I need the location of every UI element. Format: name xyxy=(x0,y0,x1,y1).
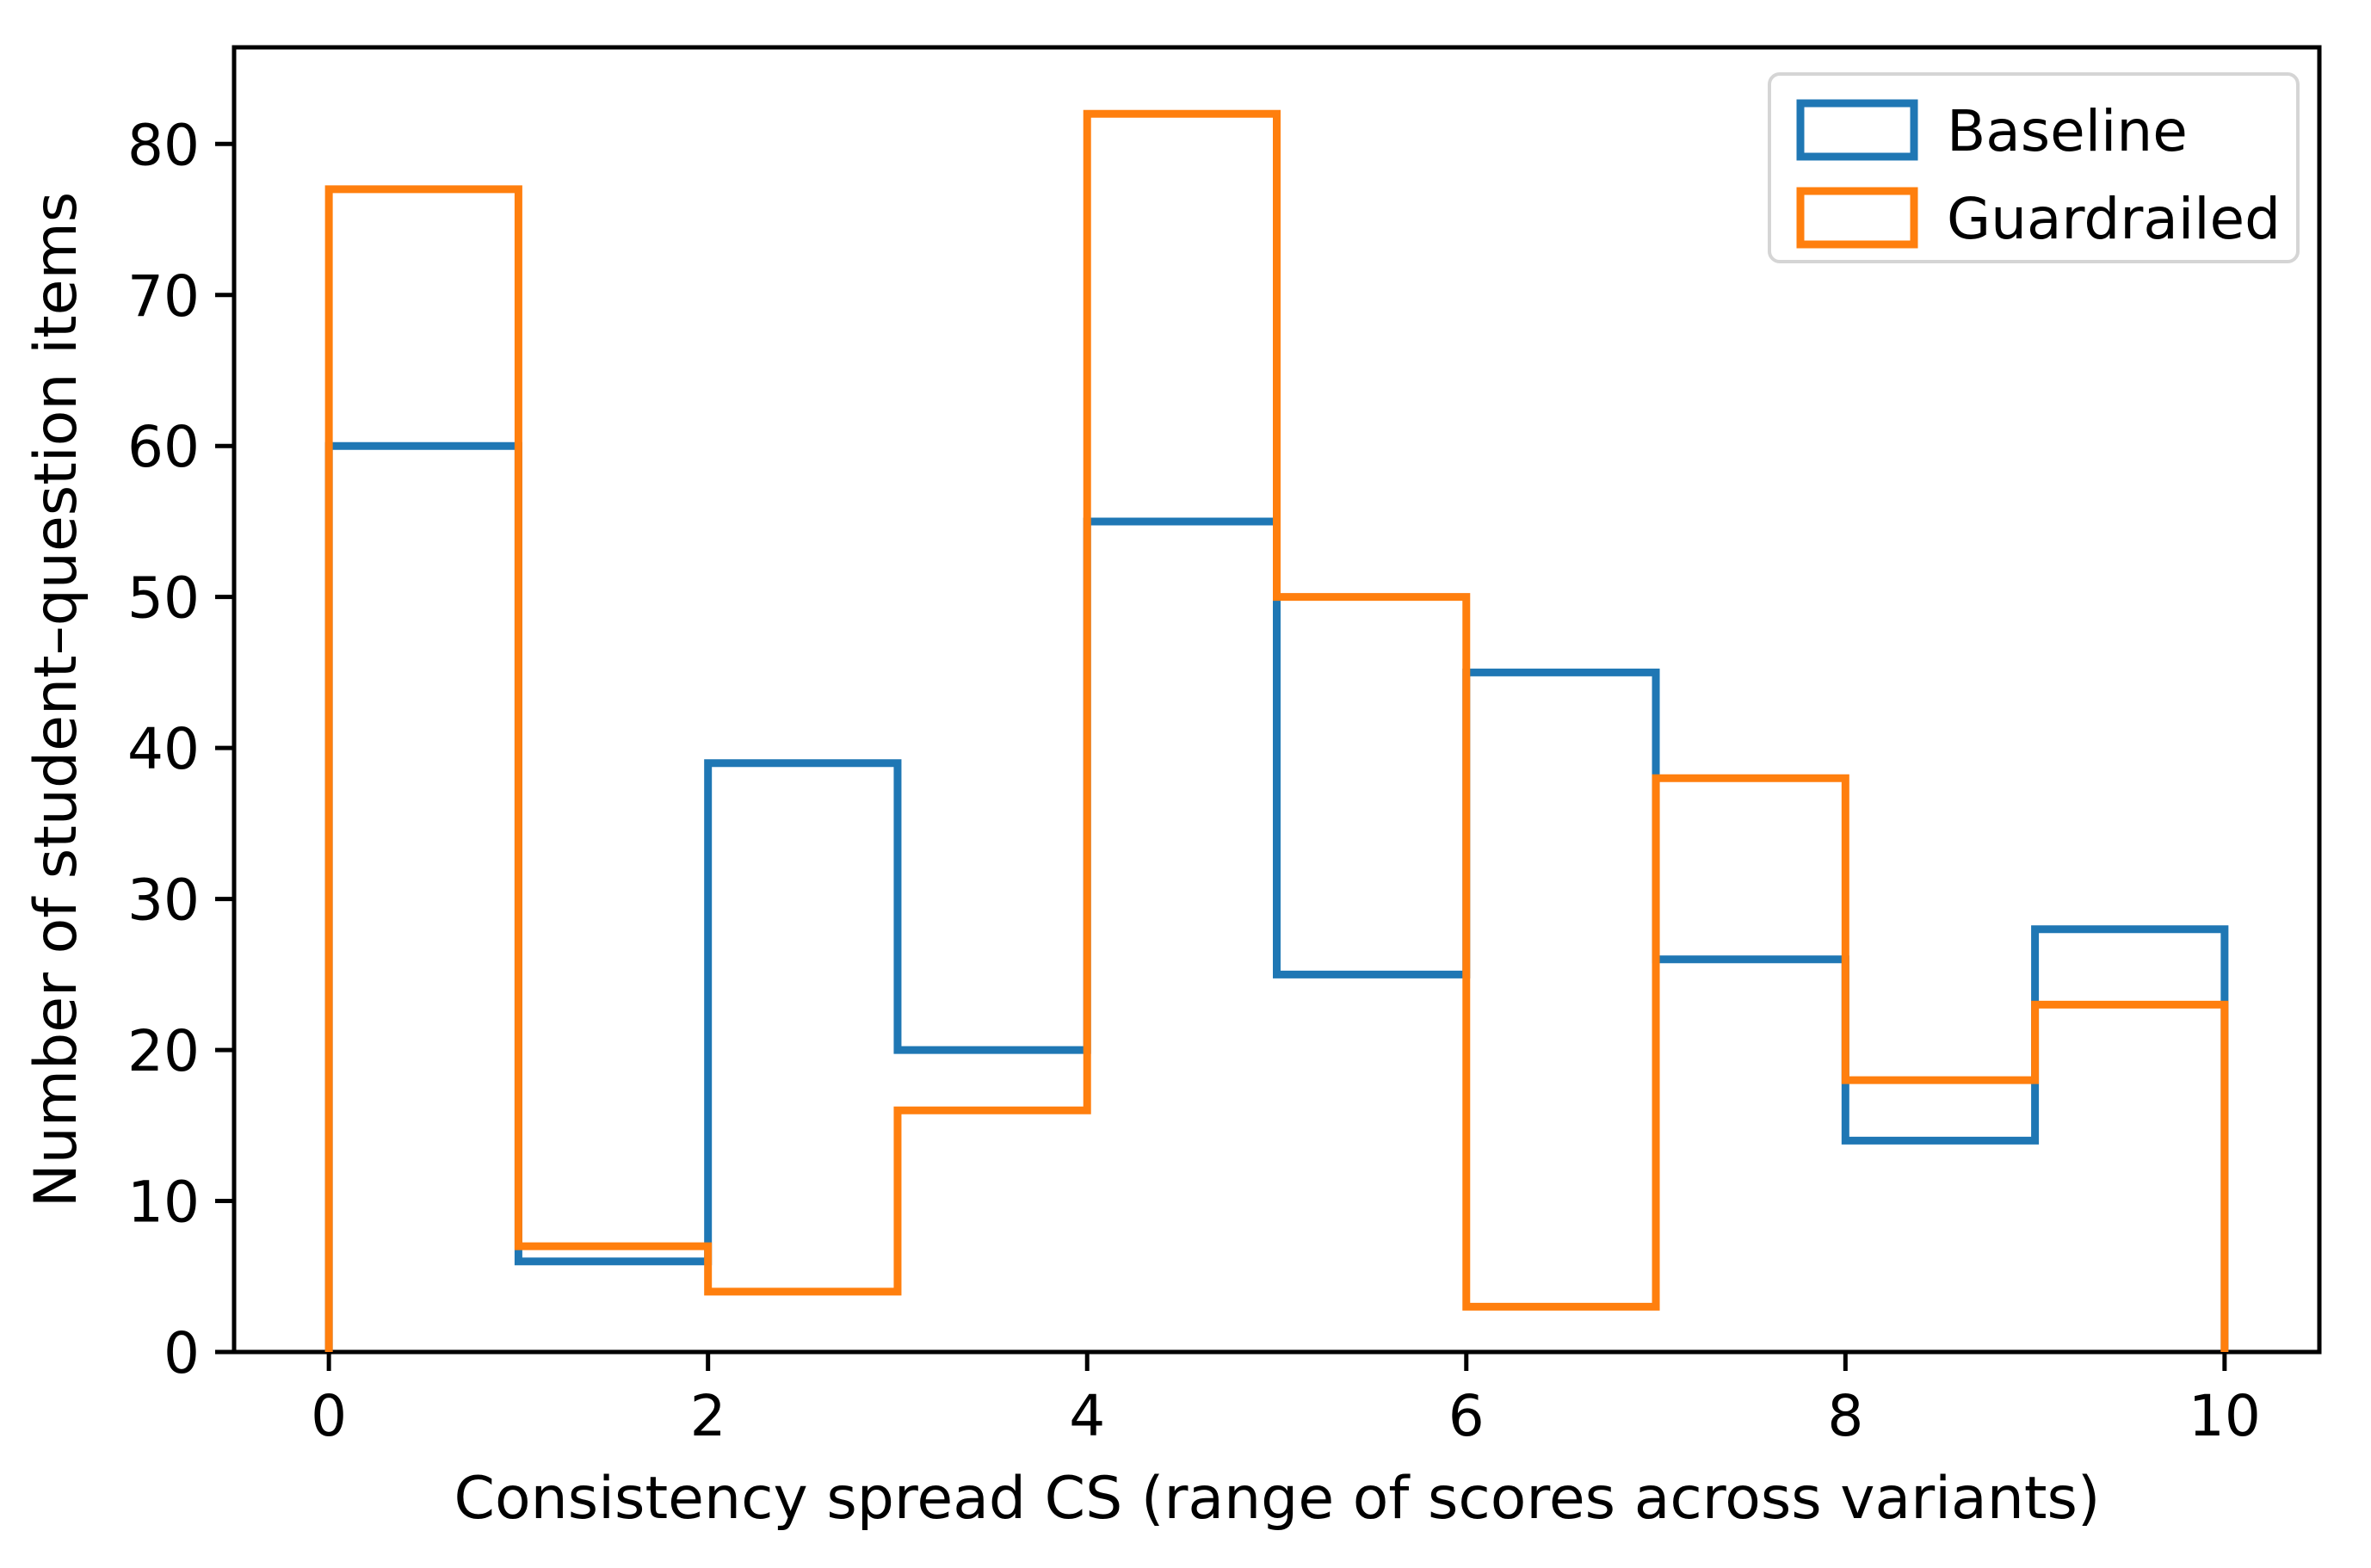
x-tick-label: 8 xyxy=(1827,1383,1863,1449)
guardrailed-series-line xyxy=(324,109,2229,1352)
legend-box xyxy=(1768,72,2300,263)
baseline-legend-swatch xyxy=(1796,99,1918,161)
y-tick-label: 50 xyxy=(127,565,200,632)
y-tick-label: 70 xyxy=(127,263,200,330)
guardrailed-legend-swatch xyxy=(1796,187,1918,249)
y-tick-label: 30 xyxy=(127,867,200,934)
legend-item-baseline: Baseline xyxy=(1796,98,2188,164)
y-tick-label: 10 xyxy=(127,1170,200,1236)
y-tick-label: 40 xyxy=(127,716,200,782)
legend: Baseline Guardrailed xyxy=(1768,72,2300,263)
y-axis-ticks: 0 10 20 30 40 50 60 70 80 xyxy=(127,112,234,1386)
x-tick-label: 6 xyxy=(1448,1383,1485,1449)
y-tick-label: 80 xyxy=(127,112,200,178)
y-tick-label: 60 xyxy=(127,414,200,480)
x-axis-ticks: 0 2 4 6 8 10 xyxy=(311,1352,2261,1449)
guardrailed-legend-label: Guardrailed xyxy=(1947,186,2281,252)
plot-area xyxy=(232,45,2322,1355)
baseline-legend-label: Baseline xyxy=(1947,98,2188,164)
x-tick-label: 10 xyxy=(2189,1383,2261,1449)
x-tick-label: 2 xyxy=(690,1383,726,1449)
y-tick-label: 20 xyxy=(127,1018,200,1084)
legend-item-guardrailed: Guardrailed xyxy=(1796,186,2281,252)
y-tick-label: 0 xyxy=(164,1320,200,1386)
x-tick-label: 0 xyxy=(311,1383,347,1449)
y-axis-label: Number of student–question items xyxy=(22,192,90,1207)
baseline-series-line xyxy=(324,441,2229,1352)
x-tick-label: 4 xyxy=(1069,1383,1105,1449)
x-axis-label: Consistency spread CS (range of scores a… xyxy=(454,1465,2101,1533)
